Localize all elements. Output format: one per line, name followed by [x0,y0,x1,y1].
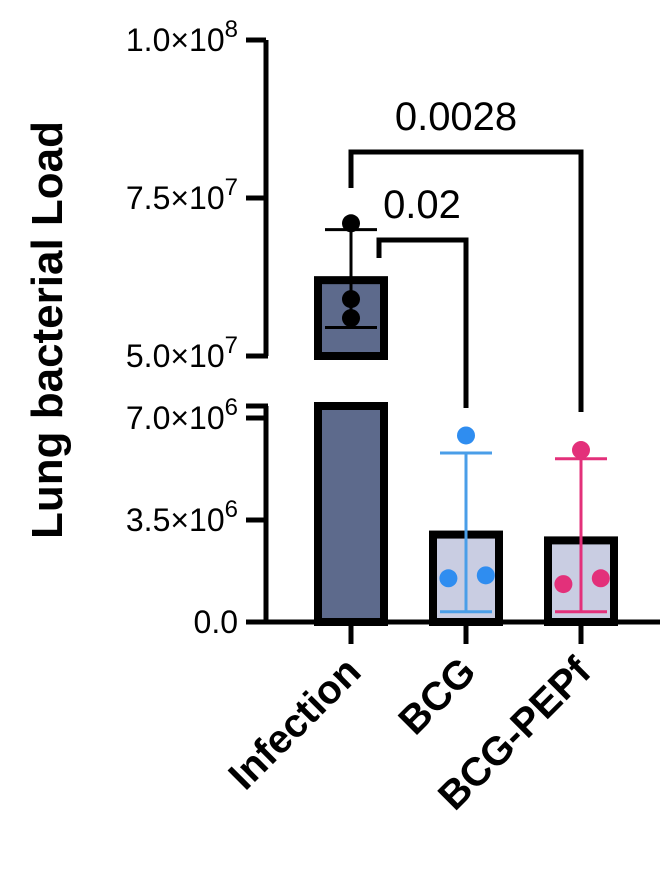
category-label: BCG [390,649,484,743]
category-label: Infection [220,649,369,798]
data-point [591,569,610,588]
bars-group [314,214,618,644]
y-axis-label: Lung bacterial Load [23,121,72,539]
comparison-bracket [376,237,469,408]
data-point [342,214,360,233]
data-point [457,426,475,445]
y-tick-label: 5.0×107 [126,332,238,374]
data-point [342,290,360,309]
y-tick-label: 7.5×107 [126,174,238,216]
comparison-bracket [348,149,584,412]
bar-infection-lower [314,402,388,626]
data-point [554,575,573,594]
y-tick-label: 3.5×106 [126,496,238,538]
p-value-label: 0.02 [383,183,461,227]
data-point [572,441,590,460]
y-tick-label: 7.0×106 [126,394,238,436]
data-point [439,569,458,588]
comparison-brackets: 0.02 0.0028 [348,95,584,412]
y-tick-label: 0.0 [194,604,238,640]
data-point [476,566,495,585]
p-value-label: 0.0028 [395,95,517,139]
data-point [342,309,360,328]
y-tick-label: 1.0×108 [126,16,238,58]
